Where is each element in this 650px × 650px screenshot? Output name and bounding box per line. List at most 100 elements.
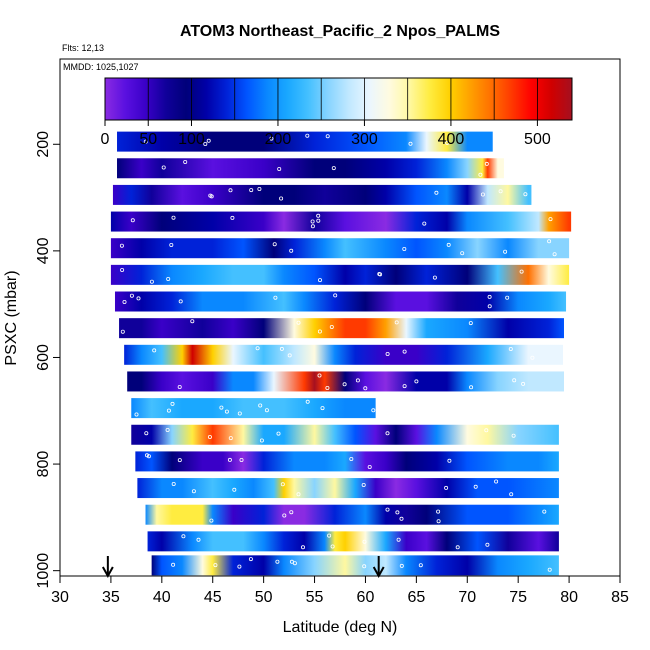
colorbar-gradient <box>104 77 573 121</box>
sample-point <box>282 513 287 518</box>
sample-point <box>422 221 427 226</box>
sample-point <box>289 510 294 515</box>
sample-point <box>363 386 368 391</box>
heatmap-band <box>124 344 563 365</box>
sample-point <box>547 239 552 244</box>
sample-point <box>277 166 282 171</box>
sample-point <box>361 482 366 487</box>
heatmap-band <box>147 531 559 552</box>
sample-point <box>279 196 284 201</box>
sample-point <box>503 249 508 254</box>
x-tick-label: 40 <box>153 589 171 606</box>
sample-point <box>170 401 175 406</box>
x-axis-label: Latitude (deg N) <box>283 619 398 636</box>
y-tick-label: 200 <box>35 131 52 158</box>
sample-point <box>259 438 264 443</box>
sample-point <box>362 539 367 544</box>
sample-point <box>317 373 322 378</box>
sample-point <box>209 194 214 199</box>
sample-point <box>385 431 390 436</box>
sample-point <box>521 381 526 386</box>
heatmap-band <box>135 451 559 472</box>
sample-point <box>317 278 322 283</box>
x-tick-label: 65 <box>407 589 425 606</box>
x-tick-label: 75 <box>509 589 527 606</box>
x-tick-label: 35 <box>102 589 120 606</box>
sample-point <box>331 166 336 171</box>
sample-point <box>512 378 517 383</box>
sample-point <box>213 563 218 568</box>
sample-point <box>367 464 372 469</box>
sample-point <box>258 403 263 408</box>
sample-point <box>227 457 232 462</box>
x-tick-label: 55 <box>306 589 324 606</box>
colorbar: 0 50 100 200 300 400 500 <box>101 77 573 148</box>
sample-point <box>144 431 149 436</box>
sample-point <box>333 293 338 298</box>
y-tick-label: 1000 <box>35 553 52 589</box>
sample-point <box>237 411 242 416</box>
sample-point <box>385 351 390 356</box>
sample-point <box>190 319 195 324</box>
sample-point <box>300 545 305 550</box>
heatmap-band <box>119 318 565 339</box>
heatmap-band <box>127 371 564 392</box>
sample-point <box>269 136 274 141</box>
chart-title: ATOM3 Northeast_Pacific_2 Npos_PALMS <box>180 23 500 40</box>
sample-point <box>362 564 367 569</box>
heatmap-band <box>117 131 493 152</box>
x-tick-label: 85 <box>611 589 629 606</box>
x-axis: 30 35 40 45 50 55 60 65 70 75 80 85 <box>51 576 629 606</box>
sample-point <box>349 456 354 461</box>
heatmap-band <box>110 211 572 232</box>
sample-point <box>485 542 490 547</box>
sample-point <box>171 481 176 486</box>
sample-point <box>399 563 404 568</box>
colorbar-tick-label: 200 <box>265 131 292 148</box>
sample-point <box>487 304 492 309</box>
sample-point <box>287 353 292 358</box>
sample-point <box>395 510 400 515</box>
date-annotation: MMDD: 1025,1027 <box>63 62 139 72</box>
sample-point <box>219 405 224 410</box>
sample-point <box>418 563 423 568</box>
sample-point <box>143 139 148 144</box>
sample-point <box>196 537 201 542</box>
sample-point <box>402 349 407 354</box>
sample-point <box>191 489 196 494</box>
sample-point <box>177 384 182 389</box>
sample-point <box>552 252 557 257</box>
sample-point <box>329 324 334 329</box>
sample-point <box>275 559 280 564</box>
sample-point <box>469 385 474 390</box>
sample-point <box>169 242 174 247</box>
sample-point <box>447 458 452 463</box>
sample-point <box>171 215 176 220</box>
sample-point <box>455 545 460 550</box>
arrow-head <box>101 566 114 579</box>
sample-point <box>305 399 310 404</box>
sample-point <box>509 492 514 497</box>
x-tick-label: 50 <box>255 589 273 606</box>
x-tick-label: 30 <box>51 589 69 606</box>
x-tick-label: 45 <box>204 589 222 606</box>
heatmap-bands <box>110 131 572 576</box>
sample-point <box>468 321 473 326</box>
sample-point <box>120 267 125 272</box>
sample-point <box>487 294 492 299</box>
sample-point <box>166 276 171 281</box>
sample-point <box>523 192 528 197</box>
sample-point <box>119 243 124 248</box>
sample-point <box>414 379 419 384</box>
colorbar-tick-label: 500 <box>524 131 551 148</box>
sample-point <box>134 412 139 417</box>
sample-point <box>161 165 166 170</box>
sample-point <box>316 213 321 218</box>
sample-point <box>547 567 552 572</box>
sample-point <box>257 186 262 191</box>
sample-point <box>279 346 284 351</box>
sample-point <box>178 299 183 304</box>
sample-point <box>206 138 211 143</box>
sample-point <box>207 434 212 439</box>
sample-point <box>149 279 154 284</box>
